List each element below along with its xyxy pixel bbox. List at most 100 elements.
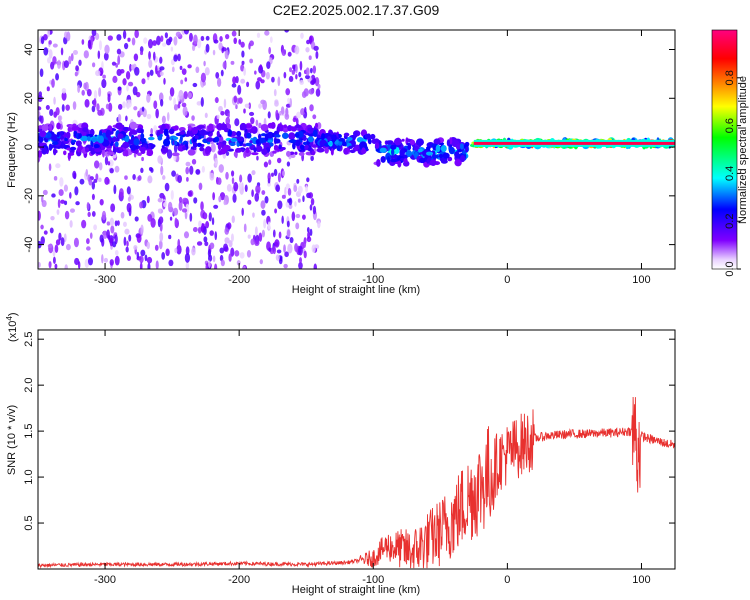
- spectrogram-cell: [98, 87, 102, 97]
- spectrogram-cell: [137, 152, 142, 156]
- spectrogram-cell: [72, 49, 79, 55]
- spectrogram-cell: [321, 133, 326, 140]
- spectrogram-plot: [38, 30, 675, 269]
- spectrogram-cell: [286, 161, 291, 167]
- spectrogram-cell: [140, 129, 144, 134]
- spectrogram-cell: [254, 226, 258, 236]
- spectrogram-cell: [327, 141, 333, 146]
- spectrogram-cell: [307, 136, 314, 143]
- spectrogram-cell: [74, 257, 80, 266]
- spectrogram-cell: [298, 245, 303, 256]
- spectrogram-cell: [139, 255, 144, 264]
- spectrogram-y-tick-label: -40: [23, 237, 35, 253]
- spectrogram-cell: [177, 53, 181, 62]
- spectrogram-cell: [238, 97, 243, 104]
- spectrogram-cell: [140, 51, 144, 56]
- spectrogram-cell: [356, 136, 364, 143]
- spectrogram-cell: [288, 139, 297, 143]
- spectrogram-cell: [60, 237, 65, 247]
- spectrogram-cell: [240, 41, 245, 48]
- snr-y-tick-label: 1.0: [23, 469, 35, 484]
- spectrogram-cell: [126, 84, 129, 92]
- spectrogram-cell: [184, 252, 191, 263]
- spectrogram-cell: [236, 260, 241, 266]
- spectrogram-cell: [281, 194, 286, 199]
- spectrogram-cell: [43, 230, 48, 235]
- spectrogram-cell: [42, 189, 48, 196]
- spectrogram-cell: [461, 150, 467, 155]
- spectrogram-cell: [63, 60, 69, 69]
- spectrogram-cell: [261, 229, 266, 238]
- spectrogram-cell: [128, 99, 132, 108]
- spectrogram-cell: [45, 132, 52, 139]
- spectrogram-cell: [87, 257, 93, 266]
- spectrogram-cell: [243, 108, 246, 114]
- spectrogram-cell: [140, 132, 145, 140]
- spectrogram-cell: [251, 170, 256, 176]
- spectrogram-cell: [65, 104, 70, 111]
- spectrogram-cell: [274, 138, 281, 144]
- spectrogram-cell: [101, 150, 106, 154]
- spectrogram-cell: [232, 193, 237, 203]
- spectrogram-cell: [214, 97, 219, 103]
- spectrogram-cell: [442, 152, 450, 159]
- spectrogram-cell: [267, 111, 271, 119]
- spectrogram-cell: [234, 250, 240, 257]
- spectrogram-cell: [273, 168, 278, 177]
- spectrogram-cell: [446, 139, 450, 147]
- spectrogram-cell: [99, 40, 102, 51]
- spectrogram-cell: [161, 252, 166, 260]
- snr-x-label: Height of straight line (km): [292, 584, 420, 596]
- spectrogram-cell: [185, 261, 190, 269]
- spectrogram-cell: [147, 175, 153, 184]
- spectrogram-cell: [254, 239, 260, 246]
- spectrogram-cell: [49, 109, 54, 116]
- spectrogram-cell: [426, 146, 431, 150]
- spectrogram-cell: [295, 63, 298, 74]
- spectrogram-cell: [56, 131, 60, 138]
- spectrogram-cell: [146, 256, 153, 264]
- spectrogram-cell: [116, 48, 122, 55]
- spectrogram-cell: [214, 231, 218, 241]
- spectrogram-cell: [256, 32, 261, 39]
- spectrogram-cell: [79, 135, 88, 142]
- spectrogram-cell: [220, 259, 225, 267]
- spectrogram-cell: [435, 144, 441, 153]
- spectrogram-cell: [220, 69, 224, 77]
- spectrogram-cell: [311, 144, 318, 148]
- spectrogram-cell: [107, 161, 111, 166]
- spectrogram-cell: [178, 196, 183, 203]
- spectrogram-cell: [225, 116, 231, 125]
- spectrogram-cell: [98, 162, 103, 171]
- spectrogram-cell: [104, 176, 110, 185]
- spectrogram-cell: [294, 151, 298, 155]
- spectrogram-cell: [309, 67, 313, 74]
- spectrogram-cell: [171, 152, 180, 157]
- spectrogram-cell: [379, 147, 387, 153]
- spectrogram-cell: [105, 132, 110, 138]
- spectrogram-cell: [341, 141, 347, 147]
- spectrogram-cell: [268, 247, 272, 252]
- spectrogram-cell: [242, 265, 246, 269]
- spectrogram-cell: [91, 211, 96, 217]
- spectrogram-cell: [298, 152, 305, 156]
- spectrogram-cell: [205, 43, 210, 53]
- spectrogram-cell: [186, 130, 191, 137]
- spectrogram-cell: [126, 255, 132, 262]
- spectrogram-cell: [97, 50, 101, 60]
- spectrogram-cell: [78, 133, 82, 139]
- spectrogram-cell: [178, 200, 183, 211]
- spectrogram-cell: [45, 105, 50, 110]
- spectrogram-cell: [247, 199, 252, 205]
- spectrogram-cell: [255, 184, 261, 194]
- spectrogram-cell: [438, 154, 444, 159]
- spectrogram-cell: [41, 124, 49, 131]
- spectrogram-cell: [133, 245, 138, 250]
- spectrogram-cell: [153, 100, 158, 110]
- spectrogram-cell: [158, 216, 164, 224]
- spectrogram-cell: [327, 136, 331, 142]
- spectrogram-cell: [205, 35, 210, 41]
- spectrogram-cell: [216, 77, 222, 88]
- spectrogram-cell: [150, 128, 153, 135]
- spectrogram-cell: [309, 104, 314, 112]
